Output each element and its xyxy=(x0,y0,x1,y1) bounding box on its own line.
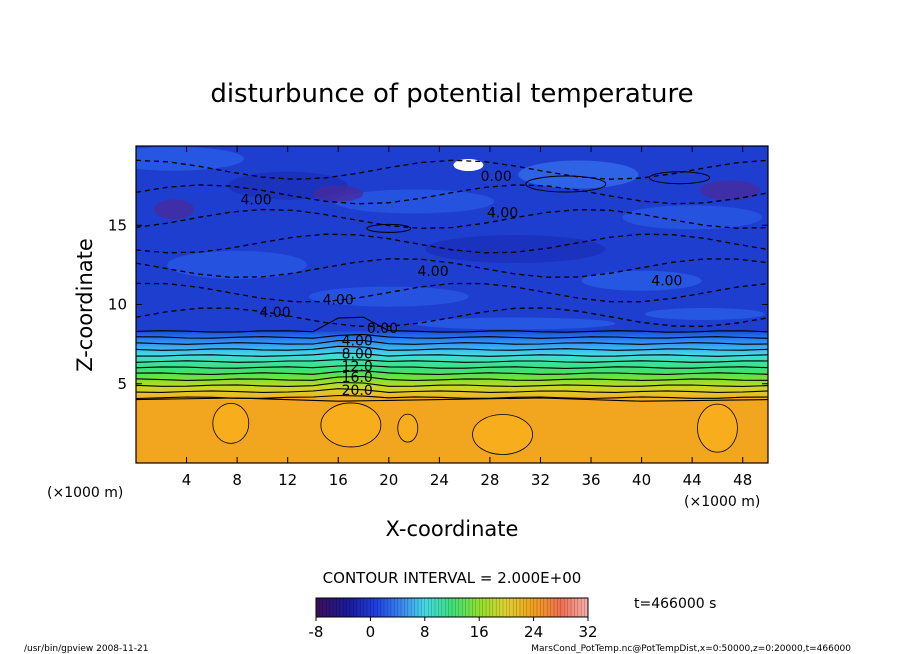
footer-left: /usr/bin/gpview 2008-11-21 xyxy=(24,644,148,654)
colorbar-tick-label: 32 xyxy=(578,623,597,641)
contour-label-12: 20.0 xyxy=(342,383,373,399)
contour-label-9: 8.00 xyxy=(342,346,373,362)
contour-lines xyxy=(136,159,768,402)
x-tick-label: 32 xyxy=(531,471,550,489)
x-axis-label: X-coordinate xyxy=(386,517,519,541)
y-tick-label: 15 xyxy=(108,216,127,234)
contour-label-1: 4.00 xyxy=(240,193,271,209)
colorbar-tick-label: 24 xyxy=(524,623,543,641)
x-tick-label: 24 xyxy=(430,471,449,489)
lower-layer-patches xyxy=(212,402,738,455)
x-tick-label: 8 xyxy=(232,471,242,489)
contour-label-10: 12.0 xyxy=(342,359,373,375)
y-unit-label: (×1000 m) xyxy=(47,485,123,501)
footer-right: MarsCond_PotTemp.nc@PotTempDist,x=0:5000… xyxy=(531,644,851,654)
colorbar-tick-label: 0 xyxy=(366,623,376,641)
contour-label-2: 4.00 xyxy=(487,205,518,221)
x-tick-label: 44 xyxy=(683,471,702,489)
contour-label-0: 0.00 xyxy=(481,169,512,185)
colorbar-tick-label: -8 xyxy=(309,623,324,641)
colorbar-segments xyxy=(315,598,589,617)
stratified-layer xyxy=(136,331,768,400)
contour-label-7: 0.00 xyxy=(367,321,398,337)
contour-label-5: 4.00 xyxy=(323,293,354,309)
y-axis-ticks: 5 10 15 xyxy=(108,216,768,393)
colorbar xyxy=(315,597,589,618)
x-tick-label: 40 xyxy=(632,471,651,489)
y-axis-label: Z-coordinate xyxy=(73,238,97,372)
x-tick-label: 4 xyxy=(182,471,192,489)
x-tick-label: 16 xyxy=(329,471,348,489)
colorbar-ticks: -8 0 8 16 24 32 xyxy=(309,617,598,641)
colorbar-tick-label: 8 xyxy=(420,623,430,641)
contour-label-8: 4.00 xyxy=(342,334,373,350)
chart-title: disturbunce of potential temperature xyxy=(210,79,693,109)
time-label: t=466000 s xyxy=(634,596,716,612)
y-tick-label: 5 xyxy=(117,375,127,393)
x-unit-label: (×1000 m) xyxy=(684,494,760,510)
contour-label-6: 4.00 xyxy=(259,305,290,321)
contour-label-4: 4.00 xyxy=(651,273,682,289)
upper-field-patches xyxy=(136,146,765,330)
plot-area: 0.004.004.004.004.004.004.000.004.008.00… xyxy=(136,146,768,463)
x-tick-label: 48 xyxy=(733,471,752,489)
x-tick-label: 28 xyxy=(480,471,499,489)
x-axis-ticks: 4 8 12 16 20 24 28 32 36 40 44 48 xyxy=(182,146,752,489)
y-tick-label: 10 xyxy=(108,296,127,314)
x-tick-label: 12 xyxy=(278,471,297,489)
contour-labels: 0.004.004.004.004.004.004.000.004.008.00… xyxy=(240,169,682,399)
colorbar-tick-label: 16 xyxy=(470,623,489,641)
x-tick-label: 36 xyxy=(581,471,600,489)
contour-label-11: 16.0 xyxy=(342,370,373,386)
contour-label-3: 4.00 xyxy=(417,264,448,280)
x-tick-label: 20 xyxy=(379,471,398,489)
contour-interval-label: CONTOUR INTERVAL = 2.000E+00 xyxy=(323,569,582,587)
